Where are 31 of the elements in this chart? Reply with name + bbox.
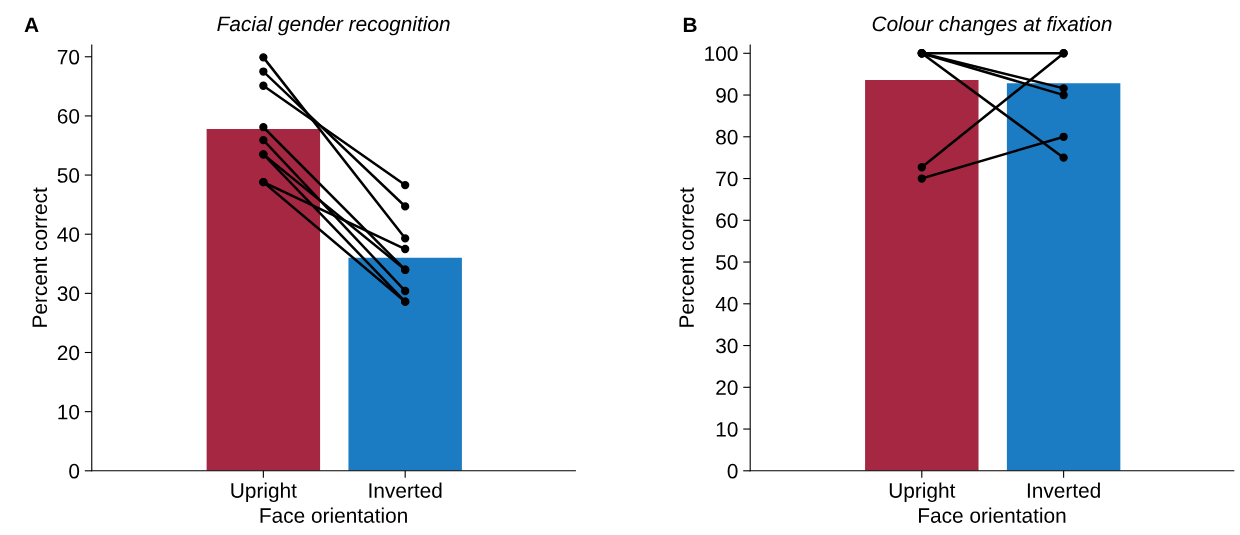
y-tick-label: 10: [58, 404, 80, 420]
y-tick-label: 0: [727, 463, 738, 479]
x-tick-label: Upright: [889, 482, 956, 503]
y-axis-title: Percent correct: [32, 187, 48, 327]
x-axis-title: Face orientation: [919, 507, 1066, 523]
chart-title: Colour changes at fixation: [872, 15, 1112, 36]
y-tick-label: 50: [716, 255, 738, 270]
y-tick-label: 10: [716, 422, 738, 437]
chart-title: Facial gender recognition: [217, 15, 450, 36]
x-axis-title: Face orientation: [260, 507, 407, 523]
y-tick-label: 60: [57, 108, 80, 124]
y-tick-label: 30: [716, 338, 738, 354]
y-tick-label: 100: [705, 46, 738, 62]
y-tick-label: 50: [57, 168, 80, 183]
y-axis-title: Percent correct: [679, 187, 694, 327]
y-tick-label: 20: [716, 380, 738, 396]
y-tick-label: 70: [716, 171, 738, 187]
y-tick-label: 30: [57, 286, 80, 302]
y-tick-label: 0: [69, 463, 80, 479]
y-tick-label: 40: [57, 227, 80, 242]
x-tick-label: Inverted: [369, 482, 442, 498]
y-tick-label: 20: [57, 345, 80, 361]
y-tick-label: 80: [716, 129, 738, 145]
x-tick-label: Inverted: [1027, 482, 1100, 498]
text: B: [683, 17, 697, 33]
text: A: [24, 17, 39, 33]
y-tick-label: 90: [716, 88, 738, 103]
y-tick-label: 70: [57, 49, 80, 65]
x-tick-label: Upright: [231, 482, 297, 503]
y-tick-label: 60: [716, 213, 738, 229]
y-tick-label: 40: [715, 296, 738, 312]
